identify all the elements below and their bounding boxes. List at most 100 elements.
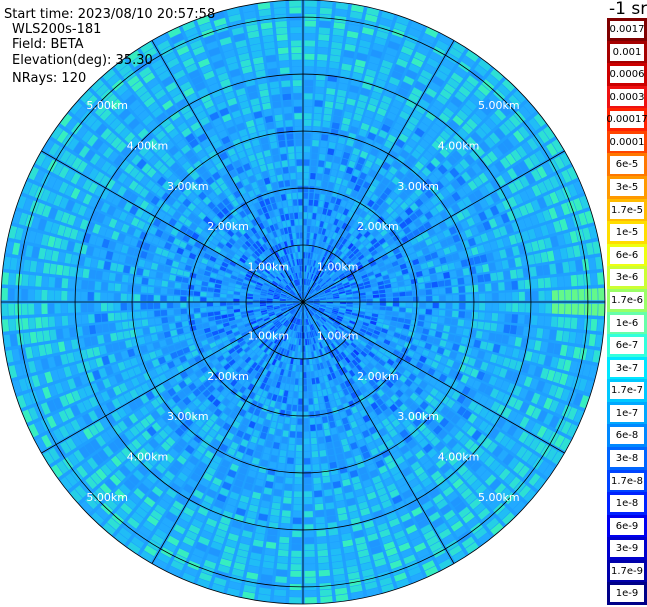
range-gate-cell (263, 282, 270, 287)
range-gate-cell (341, 238, 348, 245)
range-gate-cell (220, 298, 227, 302)
range-gate-cell (247, 229, 254, 237)
range-gate-cell (62, 265, 70, 276)
range-gate-cell (476, 433, 488, 445)
range-gate-cell (113, 155, 125, 167)
range-gate-cell (290, 557, 302, 564)
range-gate-cell (261, 453, 270, 461)
range-gate-cell (229, 260, 237, 267)
range-gate-cell (180, 340, 188, 348)
range-gate-cell (428, 105, 441, 116)
range-gate-cell (365, 420, 374, 429)
range-gate-cell (309, 411, 315, 418)
range-gate-cell (294, 295, 300, 300)
range-gate-cell (292, 524, 302, 531)
range-gate-cell (387, 181, 397, 191)
range-gate-cell (479, 451, 490, 463)
range-gate-cell (337, 459, 346, 468)
range-gate-cell (203, 524, 215, 534)
range-gate-cell (435, 331, 443, 339)
range-gate-cell (117, 395, 127, 406)
range-gate-cell (167, 185, 177, 195)
range-gate-cell (546, 447, 558, 462)
range-gate-cell (70, 187, 81, 200)
range-gate-cell (42, 139, 55, 153)
range-gate-cell (76, 401, 87, 414)
range-gate-cell (168, 217, 177, 227)
range-gate-cell (346, 297, 353, 300)
range-gate-cell (446, 398, 456, 409)
range-gate-cell (492, 250, 501, 261)
range-gate-cell (128, 180, 139, 191)
range-gate-cell (331, 35, 344, 43)
range-gate-cell (460, 104, 473, 116)
range-gate-cell (254, 260, 261, 266)
range-gate-cell (424, 565, 439, 577)
range-gate-cell (153, 34, 168, 46)
range-gate-cell (146, 252, 155, 261)
range-gate-cell (136, 158, 147, 170)
range-gate-cell (177, 204, 187, 214)
range-gate-cell (423, 529, 436, 541)
range-gate-cell (34, 359, 43, 372)
range-gate-cell (263, 419, 271, 427)
range-gate-cell (575, 332, 583, 345)
range-gate-cell (430, 196, 440, 206)
range-gate-cell (142, 269, 150, 277)
range-gate-cell (292, 301, 300, 302)
range-gate-cell (303, 451, 311, 458)
range-gate-cell (239, 369, 246, 377)
range-gate-cell (224, 326, 232, 332)
range-gate-cell (146, 515, 159, 527)
range-gate-cell (592, 241, 601, 255)
range-gate-cell (92, 138, 104, 151)
range-gate-cell (54, 290, 61, 301)
range-gate-cell (105, 343, 114, 354)
range-gate-cell (320, 303, 327, 305)
range-gate-cell (313, 298, 320, 301)
range-gate-cell (217, 522, 229, 532)
range-gate-cell (254, 271, 261, 277)
range-gate-cell (68, 278, 75, 289)
range-gate-cell (247, 359, 255, 367)
range-gate-cell (325, 308, 332, 312)
range-gate-cell (292, 288, 297, 294)
range-gate-cell (404, 355, 412, 363)
range-gate-cell (247, 310, 254, 314)
range-gate-cell (226, 306, 234, 310)
range-gate-cell (267, 292, 274, 296)
range-gate-cell (328, 455, 336, 463)
range-gate-cell (303, 431, 310, 438)
range-gate-cell (434, 380, 444, 390)
range-gate-cell (263, 317, 270, 322)
range-gate-cell (158, 373, 168, 383)
range-gate-cell (149, 270, 157, 278)
range-gate-cell (60, 212, 70, 224)
range-gate-cell (183, 483, 194, 494)
range-gate-cell (308, 279, 312, 286)
range-gate-cell (210, 272, 218, 279)
range-gate-cell (356, 542, 368, 552)
range-gate-cell (257, 438, 266, 446)
range-gate-cell (119, 108, 131, 121)
range-gate-cell (328, 528, 339, 536)
range-gate-cell (256, 317, 263, 322)
range-gate-cell (54, 209, 64, 222)
range-gate-cell (462, 409, 472, 420)
range-gate-cell (155, 229, 164, 238)
range-gate-cell (231, 199, 239, 208)
range-gate-cell (303, 339, 305, 346)
range-gate-cell (22, 409, 33, 423)
range-gate-cell (269, 334, 276, 341)
range-gate-cell (140, 311, 148, 318)
range-gate-cell (172, 211, 182, 220)
range-gate-cell (501, 393, 512, 405)
range-gate-cell (229, 278, 237, 284)
range-gate-cell (361, 26, 375, 36)
range-gate-cell (306, 298, 313, 301)
range-gate-cell (283, 342, 288, 349)
range-gate-cell (356, 319, 363, 325)
range-gate-cell (435, 402, 445, 412)
range-gate-cell (304, 60, 315, 67)
range-gate-cell (419, 139, 430, 149)
